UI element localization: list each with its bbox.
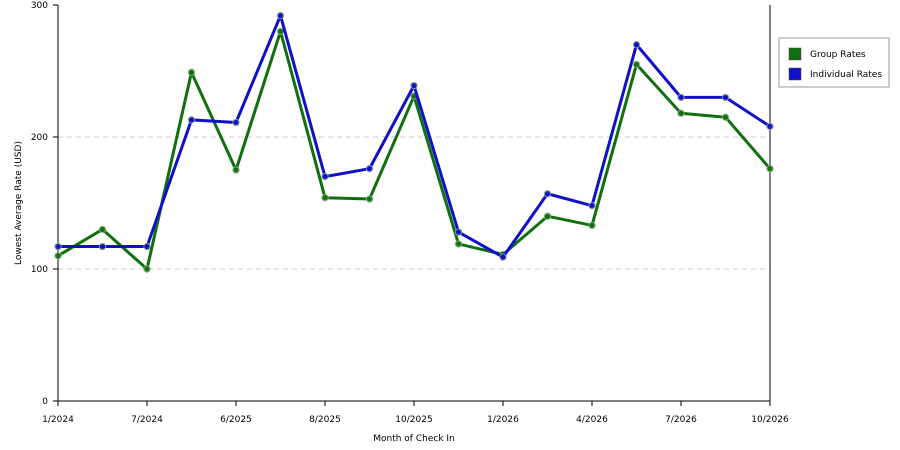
data-point: [276, 11, 285, 20]
x-tick-label: 10/2026: [751, 415, 789, 425]
series-line: [58, 14, 771, 259]
x-axis-label: Month of Check In: [373, 434, 455, 444]
data-point: [54, 252, 62, 260]
data-point: [232, 118, 240, 127]
x-tick-label: 6/2025: [220, 415, 252, 425]
legend-label: Individual Rates: [810, 70, 882, 80]
x-tick-label: 1/2024: [42, 415, 74, 425]
data-point: [721, 93, 730, 102]
legend-label: Group Rates: [810, 50, 866, 60]
data-point: [454, 228, 463, 236]
x-tick-label: 7/2026: [665, 415, 697, 425]
data-point: [321, 172, 329, 181]
y-tick-label: 0: [42, 397, 48, 407]
x-tick-label: 7/2024: [131, 415, 163, 425]
data-point: [766, 122, 774, 131]
data-point: [365, 195, 374, 203]
y-tick-label: 300: [31, 1, 48, 11]
x-tick-label: 10/2025: [395, 415, 432, 425]
data-point: [187, 68, 196, 77]
data-point: [588, 221, 596, 230]
data-point: [632, 60, 641, 69]
data-point: [766, 164, 774, 173]
data-point: [232, 166, 240, 174]
y-axis-label: Lowest Average Rate (USD): [14, 141, 24, 265]
data-point: [721, 113, 730, 121]
data-point: [499, 253, 507, 261]
y-tick-label: 100: [31, 265, 48, 275]
y-tick-label: 200: [31, 133, 48, 143]
data-point: [98, 225, 107, 234]
x-tick-label: 1/2026: [487, 415, 519, 425]
legend-swatch: [788, 67, 802, 81]
x-tick-label: 4/2026: [576, 415, 608, 425]
data-point: [632, 40, 641, 49]
series-line: [57, 29, 772, 271]
data-point: [187, 116, 196, 124]
data-point: [677, 109, 685, 117]
data-point: [321, 194, 329, 202]
data-point: [543, 212, 552, 220]
data-point: [54, 242, 62, 251]
legend-swatch: [788, 47, 802, 61]
data-point: [543, 190, 552, 198]
data-point: [98, 242, 107, 251]
data-point: [143, 242, 151, 251]
data-point: [365, 164, 374, 173]
data-point: [454, 240, 463, 248]
data-point: [588, 201, 596, 210]
x-tick-label: 8/2025: [309, 415, 341, 425]
data-point: [410, 81, 418, 90]
data-point: [143, 265, 151, 273]
data-point: [677, 93, 685, 102]
